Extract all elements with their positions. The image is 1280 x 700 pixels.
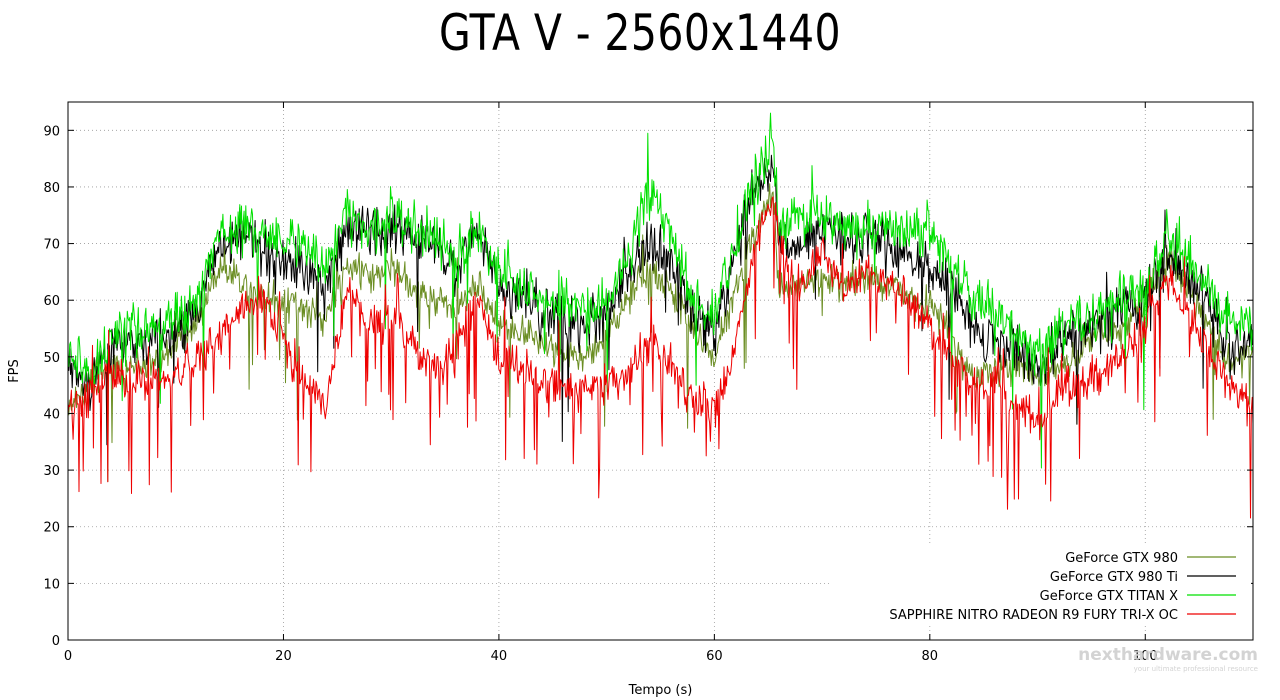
watermark-tagline: your ultimate professional resource bbox=[1134, 665, 1258, 673]
x-tick-label: 0 bbox=[64, 649, 72, 664]
y-tick-label: 10 bbox=[43, 577, 60, 592]
y-tick-label: 70 bbox=[43, 238, 60, 253]
x-tick-label: 100 bbox=[1133, 649, 1158, 664]
legend-background bbox=[830, 543, 1251, 625]
axis-ticks: 0 20 40 60 80 100 0 10 20 30 40 50 60 70 80 90 bbox=[43, 102, 1253, 664]
x-tick-label: 40 bbox=[491, 649, 508, 664]
watermark: nexthardware.com your ultimate professio… bbox=[1078, 645, 1258, 673]
legend-label: SAPPHIRE NITRO RADEON R9 FURY TRI-X OC bbox=[889, 608, 1178, 623]
series-line-2 bbox=[67, 112, 1254, 469]
series-lines bbox=[67, 112, 1254, 519]
series-line-0 bbox=[67, 183, 1254, 483]
watermark-brand: nexthardware.com bbox=[1078, 645, 1258, 665]
series-line-3 bbox=[67, 196, 1254, 519]
y-tick-label: 0 bbox=[52, 634, 60, 649]
legend: GeForce GTX 980 GeForce GTX 980 Ti GeForce… bbox=[889, 551, 1236, 623]
series-line-1 bbox=[67, 154, 1254, 446]
x-tick-label: 80 bbox=[922, 649, 939, 664]
x-tick-label: 20 bbox=[275, 649, 292, 664]
y-tick-label: 80 bbox=[43, 181, 60, 196]
y-tick-label: 30 bbox=[43, 464, 60, 479]
x-axis-label: Tempo (s) bbox=[628, 683, 693, 698]
y-tick-label: 50 bbox=[43, 351, 60, 366]
y-axis-label: FPS bbox=[7, 359, 22, 383]
y-tick-label: 90 bbox=[43, 124, 60, 139]
y-tick-label: 40 bbox=[43, 407, 60, 422]
legend-label: GeForce GTX TITAN X bbox=[1040, 589, 1178, 604]
plot-frame bbox=[67, 101, 1254, 641]
y-tick-label: 20 bbox=[43, 521, 60, 536]
chart-title: GTA V - 2560x1440 bbox=[438, 4, 842, 62]
y-tick-label: 60 bbox=[43, 294, 60, 309]
legend-label: GeForce GTX 980 Ti bbox=[1050, 570, 1178, 585]
x-tick-label: 60 bbox=[706, 649, 723, 664]
legend-label: GeForce GTX 980 bbox=[1065, 551, 1178, 566]
